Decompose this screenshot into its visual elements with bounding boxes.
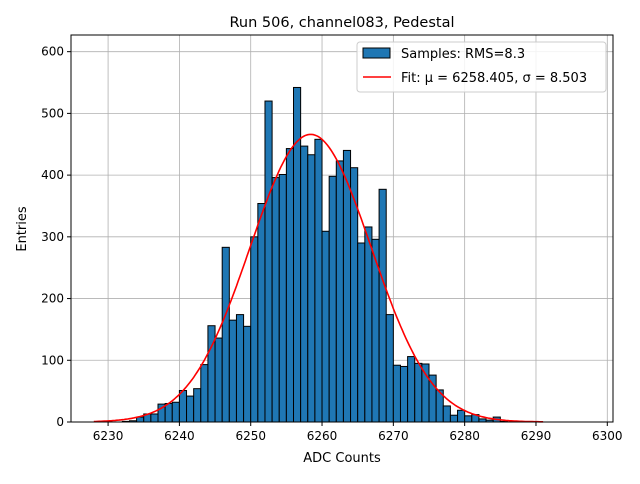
histogram-bar (392, 364, 401, 423)
histogram-bar (264, 100, 273, 423)
histogram-bar (214, 337, 223, 423)
y-tick-label: 600 (41, 45, 64, 59)
chart-title: Run 506, channel083, Pedestal (229, 15, 454, 31)
axes-frame (70, 34, 614, 423)
histogram-bar (449, 414, 459, 423)
legend-label-fit: Fit: μ = 6258.405, σ = 8.503 (401, 71, 587, 86)
histogram-bar (250, 236, 259, 423)
x-axis-label: ADC Counts (303, 451, 381, 466)
y-tick-label: 0 (56, 415, 64, 429)
histogram-bar (235, 314, 245, 423)
y-tick-label: 500 (41, 106, 64, 120)
histogram-bar (407, 356, 416, 423)
histogram-bar (150, 413, 159, 423)
y-tick-label: 400 (41, 168, 64, 182)
legend-swatch-samples (362, 47, 391, 59)
histogram-bar (457, 409, 466, 423)
histogram-bar (171, 401, 180, 423)
histogram-bar (364, 226, 373, 423)
legend: Samples: RMS=8.3 Fit: μ = 6258.405, σ = … (356, 41, 607, 93)
y-axis-label: Entries (15, 206, 30, 252)
histogram-bar (243, 325, 252, 423)
x-tick-label: 6270 (378, 429, 409, 443)
histogram-bar (257, 203, 266, 423)
ticks: 6230 6240 6250 6260 6270 6280 6290 6300 0 100 200 3… (41, 45, 622, 443)
histogram-bar (193, 388, 202, 423)
histogram-bar (300, 145, 309, 423)
histogram-bar (335, 160, 344, 423)
x-tick-label: 6230 (93, 429, 124, 443)
histogram-bar (414, 362, 423, 423)
histogram-bar (464, 415, 473, 423)
histogram-bar (378, 188, 387, 423)
histogram-bar (164, 402, 173, 423)
histogram-bar (221, 246, 230, 423)
histogram-bar (314, 138, 323, 423)
x-tick-label: 6240 (164, 429, 195, 443)
x-tick-label: 6280 (449, 429, 480, 443)
histogram-bar (200, 364, 209, 423)
x-tick-label: 6300 (592, 429, 623, 443)
histogram-bar (307, 154, 316, 423)
histogram-bar (342, 149, 352, 423)
x-tick-label: 6260 (307, 429, 338, 443)
fit-curve (93, 133, 544, 423)
histogram-bar (428, 374, 437, 423)
histogram-bar (285, 148, 295, 423)
histogram-bar (186, 395, 195, 423)
y-tick-label: 300 (41, 230, 64, 244)
histogram-bar (228, 319, 237, 423)
bars (121, 86, 508, 423)
histogram-bar (271, 177, 280, 423)
histogram-bar (442, 405, 451, 423)
x-tick-label: 6250 (235, 429, 266, 443)
histogram-bar (399, 365, 409, 423)
histogram-bar (357, 242, 366, 423)
y-tick-label: 200 (41, 292, 64, 306)
y-tick-label: 100 (41, 353, 64, 367)
legend-label-samples: Samples: RMS=8.3 (401, 47, 525, 62)
histogram-bar (321, 230, 330, 423)
histogram-bar (278, 173, 287, 423)
histogram-bar (178, 390, 188, 423)
x-tick-label: 6290 (521, 429, 552, 443)
histogram-bar (293, 86, 302, 423)
legend-box (356, 41, 607, 93)
histogram-bar (385, 314, 394, 423)
histogram-bar (328, 175, 337, 423)
